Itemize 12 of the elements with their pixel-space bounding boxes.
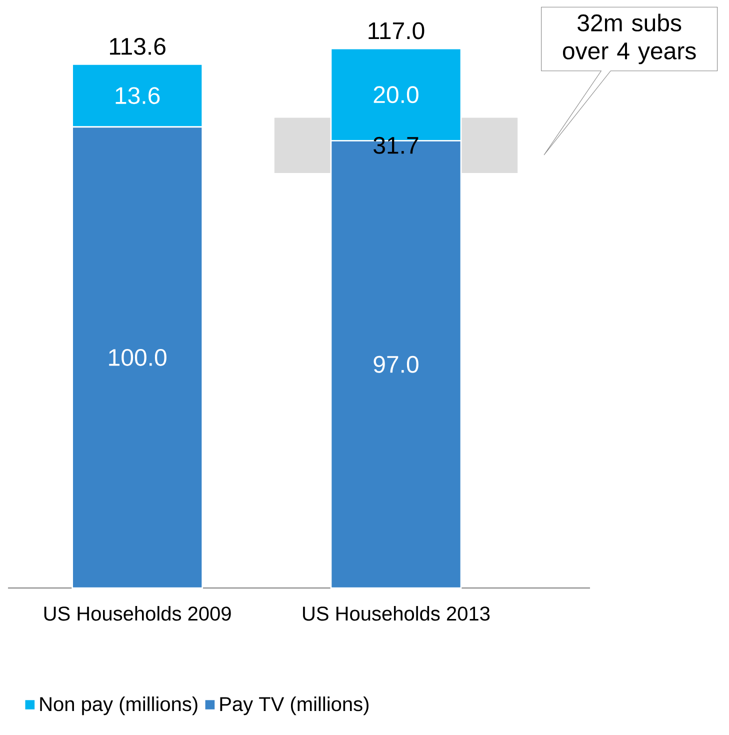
total-label: 113.6 (110, 38, 166, 55)
data-label: 100.0 (109, 348, 166, 366)
band-label: 31.7 (374, 136, 418, 154)
data-label: 20.0 (374, 86, 418, 104)
x-tick-label: US Households 2013 (303, 606, 490, 621)
x-tick-label: US Households 2009 (44, 606, 231, 621)
annotation: 32m subs over 4 years (562, 14, 696, 64)
data-label: 97.0 (374, 356, 418, 373)
total-label: 117.0 (368, 22, 424, 40)
legend-label: Pay TV (millions) (220, 696, 368, 716)
legend-label: Non pay (millions) (40, 696, 198, 716)
data-label: 13.6 (116, 87, 160, 104)
